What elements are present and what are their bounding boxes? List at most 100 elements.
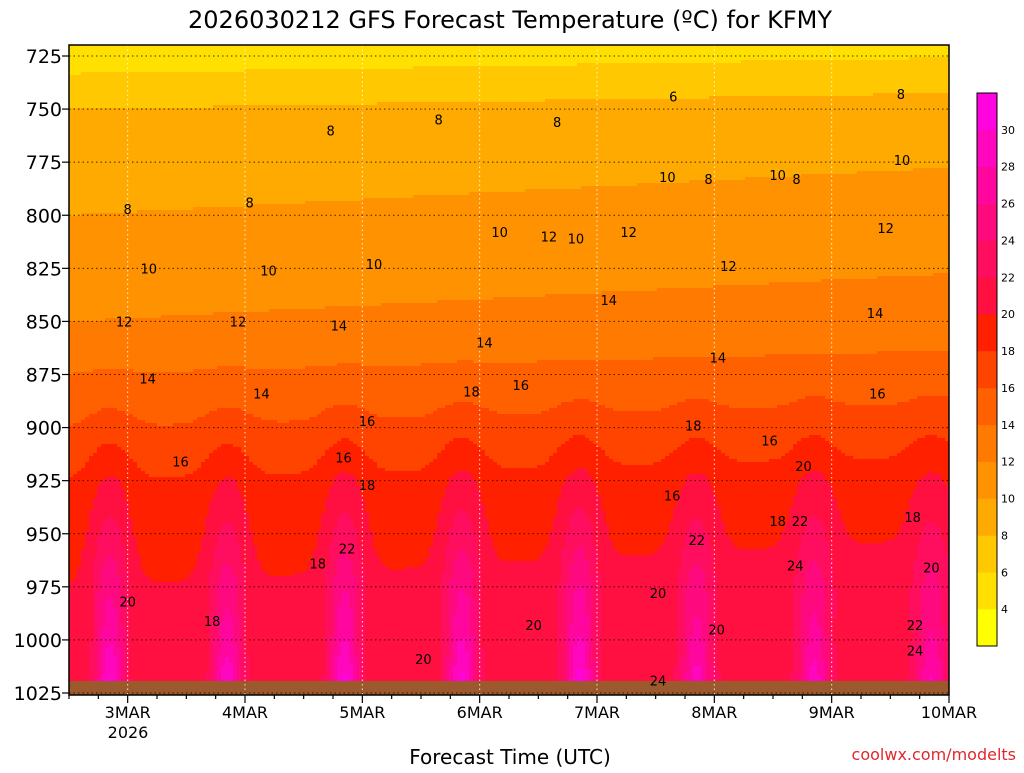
temperature-cell — [565, 66, 570, 100]
x-tick-label: 5MAR — [339, 703, 385, 722]
temperature-cell — [877, 93, 882, 172]
temperature-cell — [457, 438, 462, 472]
temperature-cell — [445, 657, 450, 695]
temperature-cell — [545, 411, 550, 463]
temperature-cell — [353, 363, 358, 406]
temperature-cell — [181, 477, 186, 580]
temperature-cell — [805, 60, 810, 97]
credit-link[interactable]: coolwx.com/modelts — [852, 745, 1016, 764]
temperature-cell — [861, 459, 866, 544]
temperature-cell — [345, 306, 350, 364]
temperature-cell — [413, 195, 418, 304]
temperature-cell — [449, 363, 454, 406]
temperature-cell — [477, 489, 482, 559]
temperature-cell — [769, 177, 774, 283]
temperature-cell — [645, 291, 650, 361]
temperature-cell — [729, 408, 734, 460]
temperature-cell — [161, 315, 166, 373]
x-tick-label: 4MAR — [222, 703, 268, 722]
temperature-cell — [213, 312, 218, 370]
temperature-cell — [77, 567, 82, 695]
temperature-cell — [149, 372, 154, 424]
temperature-cell — [85, 321, 90, 373]
temperature-cell — [877, 276, 882, 352]
temperature-cell — [689, 63, 694, 100]
contour-label: 14 — [476, 337, 493, 352]
temperature-cell — [117, 45, 122, 73]
temperature-cell — [893, 60, 898, 94]
temperature-cell — [105, 318, 110, 370]
temperature-cell — [141, 72, 146, 109]
temperature-cell — [97, 72, 102, 109]
temperature-cell — [693, 357, 698, 400]
temperature-cell — [565, 45, 570, 67]
temperature-cell — [817, 519, 822, 568]
contour-label: 8 — [327, 124, 335, 139]
temperature-cell — [885, 276, 890, 352]
temperature-cell — [473, 192, 478, 301]
temperature-cell — [193, 45, 198, 73]
temperature-cell — [97, 411, 102, 448]
temperature-cell — [457, 471, 462, 511]
temperature-cell — [805, 45, 810, 61]
temperature-cell — [721, 96, 726, 181]
temperature-cell — [437, 513, 442, 688]
temperature-cell — [213, 105, 218, 208]
temperature-cell — [97, 45, 102, 73]
temperature-cell — [485, 192, 490, 301]
temperature-cell — [357, 363, 362, 409]
temperature-cell — [681, 183, 686, 289]
temperature-cell — [757, 462, 762, 550]
temperature-cell — [753, 45, 758, 61]
temperature-cell — [613, 411, 618, 463]
temperature-cell — [181, 108, 186, 211]
temperature-cell — [741, 462, 746, 550]
temperature-cell — [465, 438, 470, 472]
temperature-cell — [337, 405, 342, 442]
temperature-cell — [685, 45, 690, 64]
temperature-cell — [385, 471, 390, 568]
temperature-cell — [533, 414, 538, 469]
temperature-cell — [105, 648, 110, 685]
y-tick-label: 950 — [26, 524, 62, 546]
temperature-cell — [525, 468, 530, 562]
temperature-cell — [233, 447, 238, 481]
temperature-cell — [449, 66, 454, 103]
temperature-cell — [637, 411, 642, 466]
temperature-cell — [901, 276, 906, 352]
temperature-cell — [321, 513, 326, 676]
temperature-cell — [733, 45, 738, 64]
temperature-cell — [241, 45, 246, 73]
temperature-cell — [657, 45, 662, 64]
temperature-cell — [85, 45, 90, 73]
temperature-cell — [461, 438, 466, 472]
temperature-cell — [545, 462, 550, 547]
temperature-cell — [569, 564, 574, 625]
temperature-cell — [113, 45, 118, 73]
temperature-cell — [273, 69, 278, 106]
temperature-cell — [593, 660, 598, 695]
temperature-cell — [333, 477, 338, 529]
temperature-cell — [225, 312, 230, 367]
temperature-cell — [281, 45, 286, 70]
temperature-cell — [885, 405, 890, 460]
temperature-cell — [141, 108, 146, 211]
temperature-cell — [381, 102, 386, 199]
temperature-cell — [169, 315, 174, 373]
temperature-cell — [485, 102, 490, 193]
temperature-cell — [89, 414, 94, 457]
temperature-cell — [401, 570, 406, 695]
temperature-cell — [233, 645, 238, 695]
temperature-cell — [709, 45, 714, 64]
temperature-cell — [197, 468, 202, 553]
temperature-cell — [833, 354, 838, 403]
temperature-cell — [925, 474, 930, 523]
temperature-cell — [405, 102, 410, 199]
temperature-cell — [693, 63, 698, 100]
temperature-cell — [877, 171, 882, 277]
temperature-cell — [369, 198, 374, 307]
temperature-cell — [857, 279, 862, 355]
temperature-cell — [341, 105, 346, 202]
colorbar-tick-label: 28 — [1001, 161, 1015, 174]
temperature-cell — [149, 108, 154, 211]
